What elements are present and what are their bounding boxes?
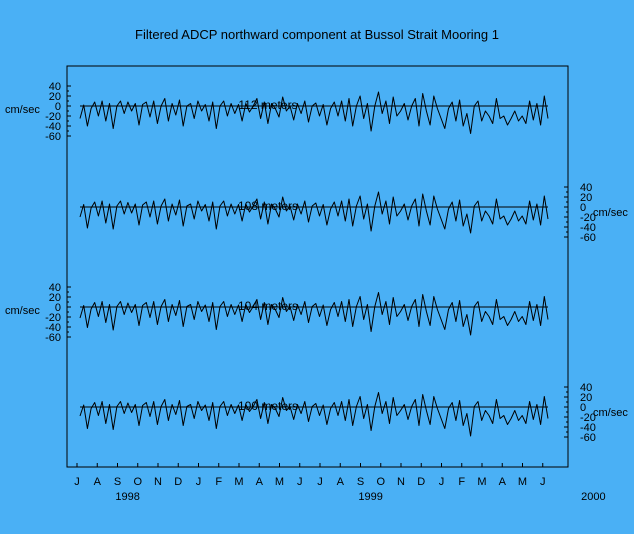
x-month-label: J (74, 476, 80, 488)
y-tick-label: -60 (45, 332, 61, 344)
series-line-2 (79, 191, 549, 234)
y-tick-label: -20 (45, 312, 61, 324)
x-month-label: S (357, 476, 364, 488)
x-month-label: F (458, 476, 465, 488)
x-month-label: J (317, 476, 323, 488)
y-tick-label: 20 (49, 292, 61, 304)
series-line-1 (79, 91, 549, 134)
y-tick-label: -20 (580, 412, 596, 424)
y-tick-label: 0 (55, 101, 61, 113)
chart-title: Filtered ADCP northward component at Bus… (135, 27, 499, 42)
y-tick-label: 40 (49, 282, 61, 294)
x-month-label: F (215, 476, 222, 488)
y-tick-label: -40 (45, 121, 61, 133)
y-unit-label: cm/sec (593, 407, 628, 419)
x-month-label: A (499, 476, 507, 488)
x-month-label: M (518, 476, 527, 488)
x-month-label: O (133, 476, 142, 488)
series-line-3 (79, 292, 549, 336)
y-tick-label: 0 (580, 402, 586, 414)
y-tick-label: -20 (580, 212, 596, 224)
y-tick-label: -60 (580, 432, 596, 444)
y-tick-label: 40 (580, 382, 592, 394)
x-month-label: J (196, 476, 202, 488)
x-month-label: J (297, 476, 303, 488)
x-month-label: S (114, 476, 121, 488)
y-unit-label: cm/sec (593, 207, 628, 219)
x-month-label: D (417, 476, 425, 488)
y-tick-label: 0 (580, 202, 586, 214)
x-month-label: M (275, 476, 284, 488)
series-label-4: 100 meters (238, 399, 298, 413)
series-label-3: 104 meters (238, 299, 298, 313)
x-month-label: A (94, 476, 102, 488)
y-tick-label: 0 (55, 302, 61, 314)
series-label-1: 112 meters (238, 98, 297, 112)
y-unit-label: cm/sec (5, 305, 40, 317)
y-tick-label: 40 (49, 81, 61, 93)
series-layer: 112 meters 108 meters 104 meters 100 meters (79, 91, 549, 437)
x-month-label: N (154, 476, 162, 488)
x-month-label: O (376, 476, 385, 488)
y-tick-label: 20 (580, 192, 592, 204)
x-year-label: 1998 (115, 491, 139, 503)
y-tick-label: -60 (580, 232, 596, 244)
y-tick-label: -40 (580, 222, 596, 234)
x-year-label: 2000 (581, 491, 605, 503)
y-tick-label: -20 (45, 111, 61, 123)
series-label-2: 108 meters (238, 199, 298, 213)
y-tick-label: -60 (45, 131, 61, 143)
plot-frame (66, 65, 569, 468)
y-tick-label: 40 (580, 182, 592, 194)
x-year-label: 1999 (358, 491, 382, 503)
x-month-label: J (540, 476, 546, 488)
series-line-4 (79, 392, 549, 437)
y-unit-label: cm/sec (5, 104, 40, 116)
x-month-label: M (234, 476, 243, 488)
x-month-label: M (477, 476, 486, 488)
y-tick-label: -40 (45, 322, 61, 334)
x-month-label: A (337, 476, 345, 488)
x-month-label: N (397, 476, 405, 488)
y-tick-label: -40 (580, 422, 596, 434)
x-month-label: D (174, 476, 182, 488)
x-month-label: A (256, 476, 264, 488)
y-tick-label: 20 (580, 392, 592, 404)
x-month-label: J (439, 476, 445, 488)
y-tick-label: 20 (49, 91, 61, 103)
axes-layer: 40200-20-40-60cm/sec40200-20-40-60cm/sec… (5, 81, 628, 444)
